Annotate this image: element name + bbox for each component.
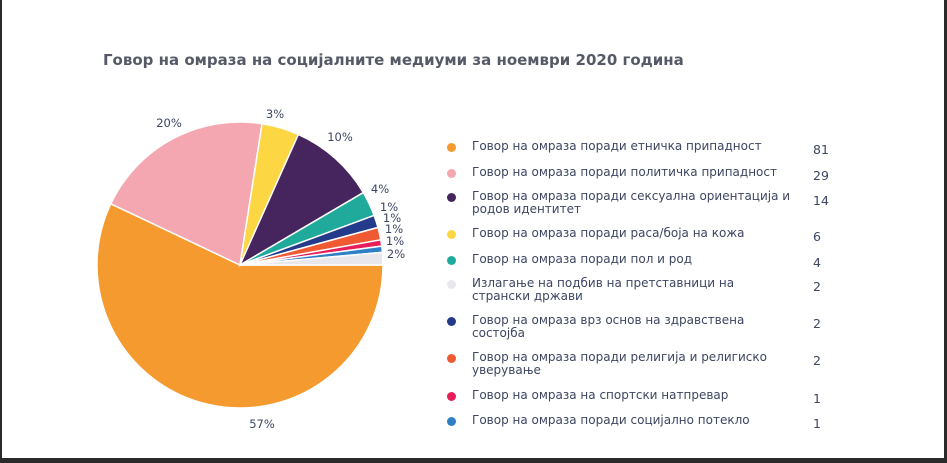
legend-swatch: [447, 169, 456, 178]
legend-swatch: [447, 417, 456, 426]
legend-swatch: [447, 193, 456, 202]
legend-label: Говор на омраза поради социјално потекло: [472, 413, 750, 427]
legend-label: Говор на омраза поради етничка припаднос…: [472, 139, 762, 153]
legend-swatch: [447, 280, 456, 289]
legend-label: Говор на омраза поради религија и религи…: [472, 350, 767, 377]
legend-value: 6: [813, 229, 821, 244]
legend-label: Говор на омраза поради политичка припадн…: [472, 165, 777, 179]
slice-percent-label: 1%: [385, 222, 403, 236]
legend-label: Говор на омраза поради сексуална ориента…: [472, 189, 791, 216]
legend-value: 29: [813, 168, 829, 183]
legend-swatch: [447, 230, 456, 239]
legend-value: 1: [813, 391, 821, 406]
legend-swatch: [447, 392, 456, 401]
legend-swatch: [447, 317, 456, 326]
slice-percent-label: 2%: [387, 247, 405, 261]
slice-percent-label: 3%: [266, 107, 284, 121]
slice-percent-label: 10%: [327, 130, 353, 144]
pie-slice: [109, 121, 263, 267]
pie-slice: [239, 251, 384, 266]
pie-slice: [238, 133, 365, 267]
legend-value: 2: [813, 353, 821, 368]
legend-value: 2: [813, 279, 821, 294]
legend-value: 4: [813, 255, 821, 270]
legend-swatch: [447, 143, 456, 152]
legend-value: 1: [813, 416, 821, 431]
legend-label: Говор на омраза врз основ на здравствена…: [472, 313, 745, 340]
legend-value: 2: [813, 316, 821, 331]
legend-label: Говор на омраза на спортски натпревар: [472, 388, 729, 402]
slice-percent-label: 57%: [249, 417, 275, 431]
legend-swatch: [447, 354, 456, 363]
legend-label: Говор на омраза поради пол и род: [472, 252, 693, 266]
legend-swatch: [447, 256, 456, 265]
legend-label: Излагање на подбив на претставници на ст…: [472, 276, 735, 303]
slice-percent-label: 1%: [380, 200, 398, 214]
slice-percent-label: 1%: [383, 211, 401, 225]
slice-percent-label: 20%: [156, 116, 182, 130]
pie-slice: [96, 202, 384, 409]
chart-title: Говор на омраза на социјалните медиуми з…: [103, 51, 684, 69]
slice-percent-label: 1%: [386, 234, 404, 248]
legend-value: 81: [813, 142, 829, 157]
slice-percent-label: 4%: [371, 182, 389, 196]
legend-label: Говор на омраза поради раса/боја на кожа: [472, 226, 745, 240]
legend-value: 14: [813, 193, 829, 208]
